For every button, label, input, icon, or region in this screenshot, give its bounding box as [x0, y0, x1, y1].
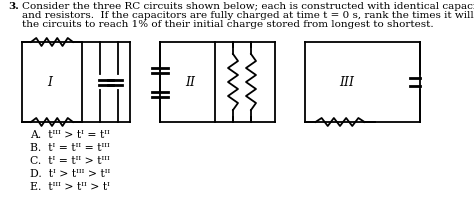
Text: III: III [339, 76, 355, 89]
Text: the circuits to reach 1% of their initial charge stored from longest to shortest: the circuits to reach 1% of their initia… [22, 20, 434, 29]
Text: E.  tᴵᴵᴵ > tᴵᴵ > tᴵ: E. tᴵᴵᴵ > tᴵᴵ > tᴵ [30, 182, 110, 192]
Text: C.  tᴵ = tᴵᴵ > tᴵᴵᴵ: C. tᴵ = tᴵᴵ > tᴵᴵᴵ [30, 156, 110, 166]
Text: II: II [185, 76, 195, 89]
Text: 3.: 3. [8, 2, 19, 11]
Text: I: I [47, 76, 53, 89]
Text: and resistors.  If the capacitors are fully charged at time t = 0 s, rank the ti: and resistors. If the capacitors are ful… [22, 11, 474, 20]
Text: B.  tᴵ = tᴵᴵ = tᴵᴵᴵ: B. tᴵ = tᴵᴵ = tᴵᴵᴵ [30, 143, 110, 153]
Text: Consider the three RC circuits shown below; each is constructed with identical c: Consider the three RC circuits shown bel… [22, 2, 474, 11]
Text: D.  tᴵ > tᴵᴵᴵ > tᴵᴵ: D. tᴵ > tᴵᴵᴵ > tᴵᴵ [30, 169, 110, 179]
Text: A.  tᴵᴵᴵ > tᴵ = tᴵᴵ: A. tᴵᴵᴵ > tᴵ = tᴵᴵ [30, 130, 110, 140]
